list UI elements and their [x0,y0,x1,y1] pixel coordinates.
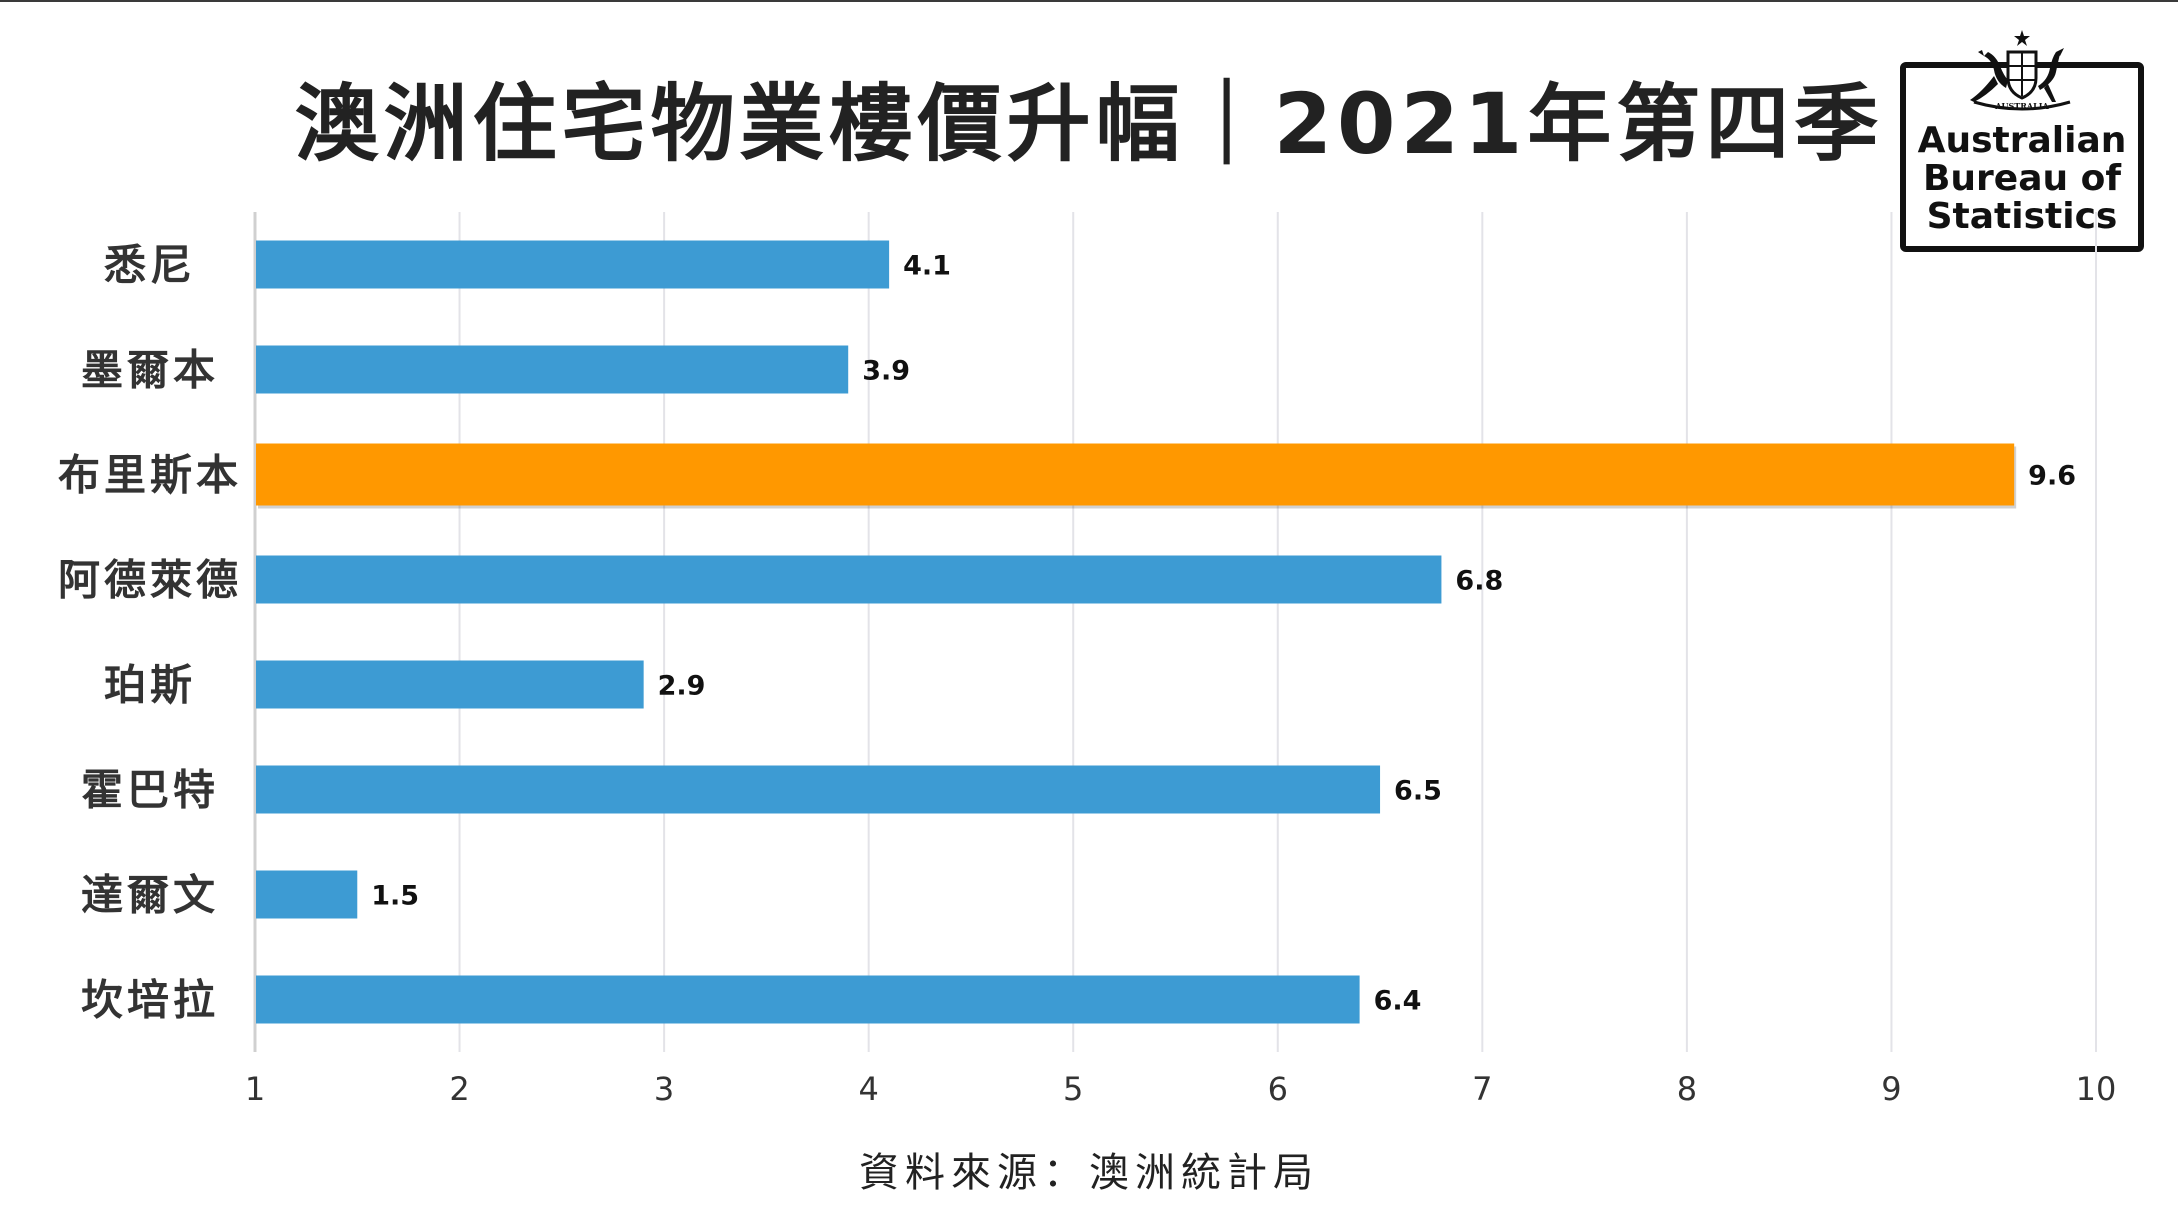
x-tick-label: 2 [449,1070,469,1108]
source-note: 資料來源：澳洲統計局 [859,1150,1319,1196]
bar [256,765,1381,814]
x-tick-label: 1 [245,1070,265,1108]
logo-text: Australian Bureau of Statistics [1906,122,2138,236]
value-label: 6.4 [1374,986,1422,1017]
category-label: 布里斯本 [58,451,242,500]
logo-line-3: Statistics [1926,196,2118,237]
value-label: 9.6 [2028,461,2076,492]
logo-line-2: Bureau of [1922,158,2122,199]
category-label: 墨爾本 [81,346,219,395]
x-tick-label: 8 [1677,1070,1697,1108]
value-label: 6.5 [1394,776,1442,807]
bar [256,443,2015,506]
bar [256,345,849,394]
top-rule [0,0,2178,2]
bar-layer [256,240,2017,1024]
value-label: 1.5 [371,881,419,912]
value-label: 3.9 [862,356,910,387]
value-label: 4.1 [903,251,951,282]
crest-text: AUSTRALIA [1994,101,2049,111]
x-tick-label: 10 [2076,1070,2117,1108]
bar [256,975,1360,1024]
value-label: 2.9 [658,671,706,702]
category-label: 悉尼 [104,241,196,290]
bar [256,660,644,709]
chart-title: 澳洲住宅物業樓價升幅｜2021年第四季 [294,75,1884,173]
category-label: 坎培拉 [81,976,219,1025]
x-tick-label: 5 [1063,1070,1083,1108]
coat-of-arms-icon: AUSTRALIA [1970,30,2071,111]
logo-line-1: Australian [1917,120,2127,161]
category-label: 達爾文 [81,871,219,920]
category-label: 阿德萊德 [58,556,242,605]
x-tick-label: 6 [1268,1070,1288,1108]
category-label: 珀斯 [104,661,196,710]
bar [256,870,358,919]
x-tick-label: 7 [1472,1070,1492,1108]
x-tick-label: 4 [858,1070,878,1108]
label-layer: 1 2 3 4 5 6 7 8 9 10 4.1 悉尼 3.9 墨爾本 9.6 布里斯本 6.8 阿德萊德 2.9 珀… [58,241,2116,1109]
grid-layer [253,212,2097,1052]
bar [256,240,890,289]
x-tick-label: 3 [654,1070,674,1108]
value-label: 6.8 [1455,566,1503,597]
category-label: 霍巴特 [81,766,219,815]
bar [256,555,1442,604]
x-tick-label: 9 [1881,1070,1901,1108]
